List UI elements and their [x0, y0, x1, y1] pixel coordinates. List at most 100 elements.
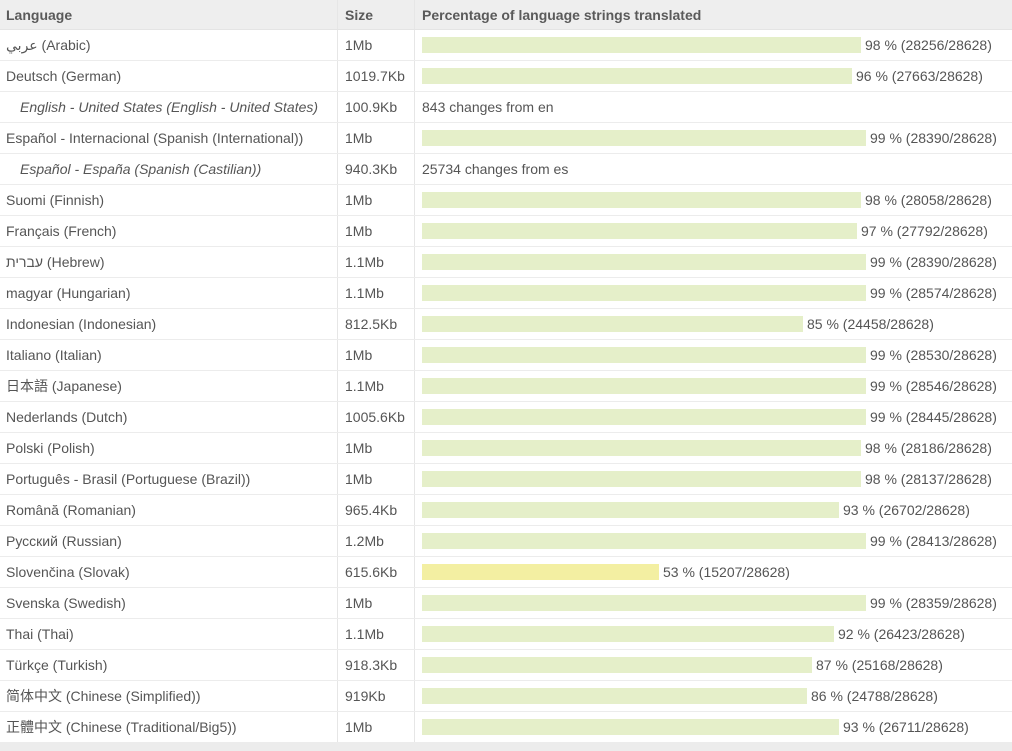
header-size[interactable]: Size — [338, 0, 415, 29]
percentage-text: 92 % (26423/28628) — [838, 626, 965, 642]
percentage-text: 98 % (28137/28628) — [865, 471, 992, 487]
table-row: 正體中文 (Chinese (Traditional/Big5)) 1Mb 93 %… — [0, 712, 1012, 743]
percentage-cell: 843 changes from en — [415, 92, 1012, 122]
size-cell: 965.4Kb — [338, 495, 415, 525]
table-row: Suomi (Finnish) 1Mb 98 % (28058/28628) — [0, 185, 1012, 216]
progress-bar — [422, 409, 866, 425]
size-cell: 615.6Kb — [338, 557, 415, 587]
progress-bar — [422, 657, 812, 673]
percentage-cell: 99 % (28530/28628) — [415, 340, 1012, 370]
progress-bar — [422, 285, 866, 301]
header-percentage[interactable]: Percentage of language strings translate… — [422, 6, 702, 23]
progress-bar — [422, 192, 861, 208]
size-cell: 1Mb — [338, 464, 415, 494]
percentage-text: 86 % (24788/28628) — [811, 688, 938, 704]
percentage-text: 93 % (26702/28628) — [843, 502, 970, 518]
table-row: Français (French) 1Mb 97 % (27792/28628) — [0, 216, 1012, 247]
progress-bar — [422, 471, 861, 487]
percentage-cell: 99 % (28445/28628) — [415, 402, 1012, 432]
percentage-cell: 98 % (28186/28628) — [415, 433, 1012, 463]
percentage-cell: 25734 changes from es — [415, 154, 1012, 184]
table-row: Español - España (Spanish (Castilian)) 94… — [0, 154, 1012, 185]
language-name: Thai (Thai) — [6, 626, 74, 642]
progress-bar — [422, 316, 803, 332]
percentage-cell: 98 % (28058/28628) — [415, 185, 1012, 215]
table-row: Slovenčina (Slovak) 615.6Kb 53 % (15207/28… — [0, 557, 1012, 588]
size-cell: 918.3Kb — [338, 650, 415, 680]
language-cell: עברית (Hebrew) — [0, 247, 338, 277]
language-cell: Italiano (Italian) — [0, 340, 338, 370]
language-name: Deutsch (German) — [6, 68, 122, 84]
changes-text: 843 changes from en — [422, 99, 554, 115]
size-cell: 1Mb — [338, 216, 415, 246]
percentage-cell: 99 % (28390/28628) — [415, 247, 1012, 277]
table-row: 日本語 (Japanese) 1.1Mb 99 % (28546/28628) — [0, 371, 1012, 402]
language-cell: Русский (Russian) — [0, 526, 338, 556]
size-cell: 1Mb — [338, 433, 415, 463]
percentage-cell: 86 % (24788/28628) — [415, 681, 1012, 711]
language-name: Suomi (Finnish) — [6, 192, 105, 208]
progress-bar — [422, 502, 839, 518]
language-name: Português - Brasil (Portuguese (Brazil)) — [6, 471, 251, 487]
language-name: Italiano (Italian) — [6, 347, 102, 363]
table-row: Svenska (Swedish) 1Mb 99 % (28359/28628) — [0, 588, 1012, 619]
progress-bar — [422, 68, 852, 84]
table-row: magyar (Hungarian) 1.1Mb 99 % (28574/28628… — [0, 278, 1012, 309]
language-cell: magyar (Hungarian) — [0, 278, 338, 308]
size-cell: 1Mb — [338, 588, 415, 618]
language-name: 日本語 (Japanese) — [6, 378, 122, 394]
table-row: Deutsch (German) 1019.7Kb 96 % (27663/2862… — [0, 61, 1012, 92]
language-cell: Español - Internacional (Spanish (Intern… — [0, 123, 338, 153]
percentage-text: 93 % (26711/28628) — [843, 719, 969, 735]
percentage-text: 99 % (28574/28628) — [870, 285, 997, 301]
language-name: Svenska (Swedish) — [6, 595, 126, 611]
percentage-text: 99 % (28390/28628) — [870, 254, 997, 270]
progress-bar — [422, 130, 866, 146]
progress-bar — [422, 223, 857, 239]
language-cell: عربي (Arabic) — [0, 30, 338, 60]
size-cell: 940.3Kb — [338, 154, 415, 184]
percentage-cell: 98 % (28137/28628) — [415, 464, 1012, 494]
size-cell: 1005.6Kb — [338, 402, 415, 432]
table-row: 简体中文 (Chinese (Simplified)) 919Kb 86 % (24… — [0, 681, 1012, 712]
progress-bar — [422, 595, 866, 611]
language-cell: 日本語 (Japanese) — [0, 371, 338, 401]
size-cell: 1.1Mb — [338, 371, 415, 401]
progress-bar — [422, 533, 866, 549]
language-cell: Română (Romanian) — [0, 495, 338, 525]
progress-bar — [422, 719, 839, 735]
table-row: Português - Brasil (Portuguese (Brazil))… — [0, 464, 1012, 495]
percentage-cell: 93 % (26711/28628) — [415, 712, 1012, 742]
language-cell: Slovenčina (Slovak) — [0, 557, 338, 587]
table-row: Indonesian (Indonesian) 812.5Kb 85 % (2445… — [0, 309, 1012, 340]
percentage-text: 87 % (25168/28628) — [816, 657, 943, 673]
language-cell: Svenska (Swedish) — [0, 588, 338, 618]
language-name: 正體中文 (Chinese (Traditional/Big5)) — [6, 719, 237, 735]
size-cell: 1.1Mb — [338, 619, 415, 649]
progress-bar — [422, 564, 659, 580]
progress-bar — [422, 378, 866, 394]
percentage-cell: 53 % (15207/28628) — [415, 557, 1012, 587]
header-language[interactable]: Language — [0, 0, 338, 29]
percentage-text: 99 % (28445/28628) — [870, 409, 997, 425]
size-cell: 1Mb — [338, 123, 415, 153]
table-row: Thai (Thai) 1.1Mb 92 % (26423/28628) — [0, 619, 1012, 650]
size-cell: 100.9Kb — [338, 92, 415, 122]
language-cell: Português - Brasil (Portuguese (Brazil)) — [0, 464, 338, 494]
table-footer — [0, 743, 1012, 751]
percentage-cell: 99 % (28574/28628) — [415, 278, 1012, 308]
percentage-text: 53 % (15207/28628) — [663, 564, 790, 580]
language-name: Français (French) — [6, 223, 117, 239]
table-row: Русский (Russian) 1.2Mb 99 % (28413/28628) — [0, 526, 1012, 557]
language-cell: Indonesian (Indonesian) — [0, 309, 338, 339]
language-cell: 正體中文 (Chinese (Traditional/Big5)) — [0, 712, 338, 742]
size-cell: 812.5Kb — [338, 309, 415, 339]
percentage-cell: 99 % (28390/28628) — [415, 123, 1012, 153]
progress-bar — [422, 347, 866, 363]
percentage-text: 98 % (28058/28628) — [865, 192, 992, 208]
table-row: Română (Romanian) 965.4Kb 93 % (26702/2862… — [0, 495, 1012, 526]
percentage-cell: 93 % (26702/28628) — [415, 495, 1012, 525]
language-cell: Polski (Polish) — [0, 433, 338, 463]
progress-bar — [422, 688, 807, 704]
table-row: Türkçe (Turkish) 918.3Kb 87 % (25168/28628… — [0, 650, 1012, 681]
